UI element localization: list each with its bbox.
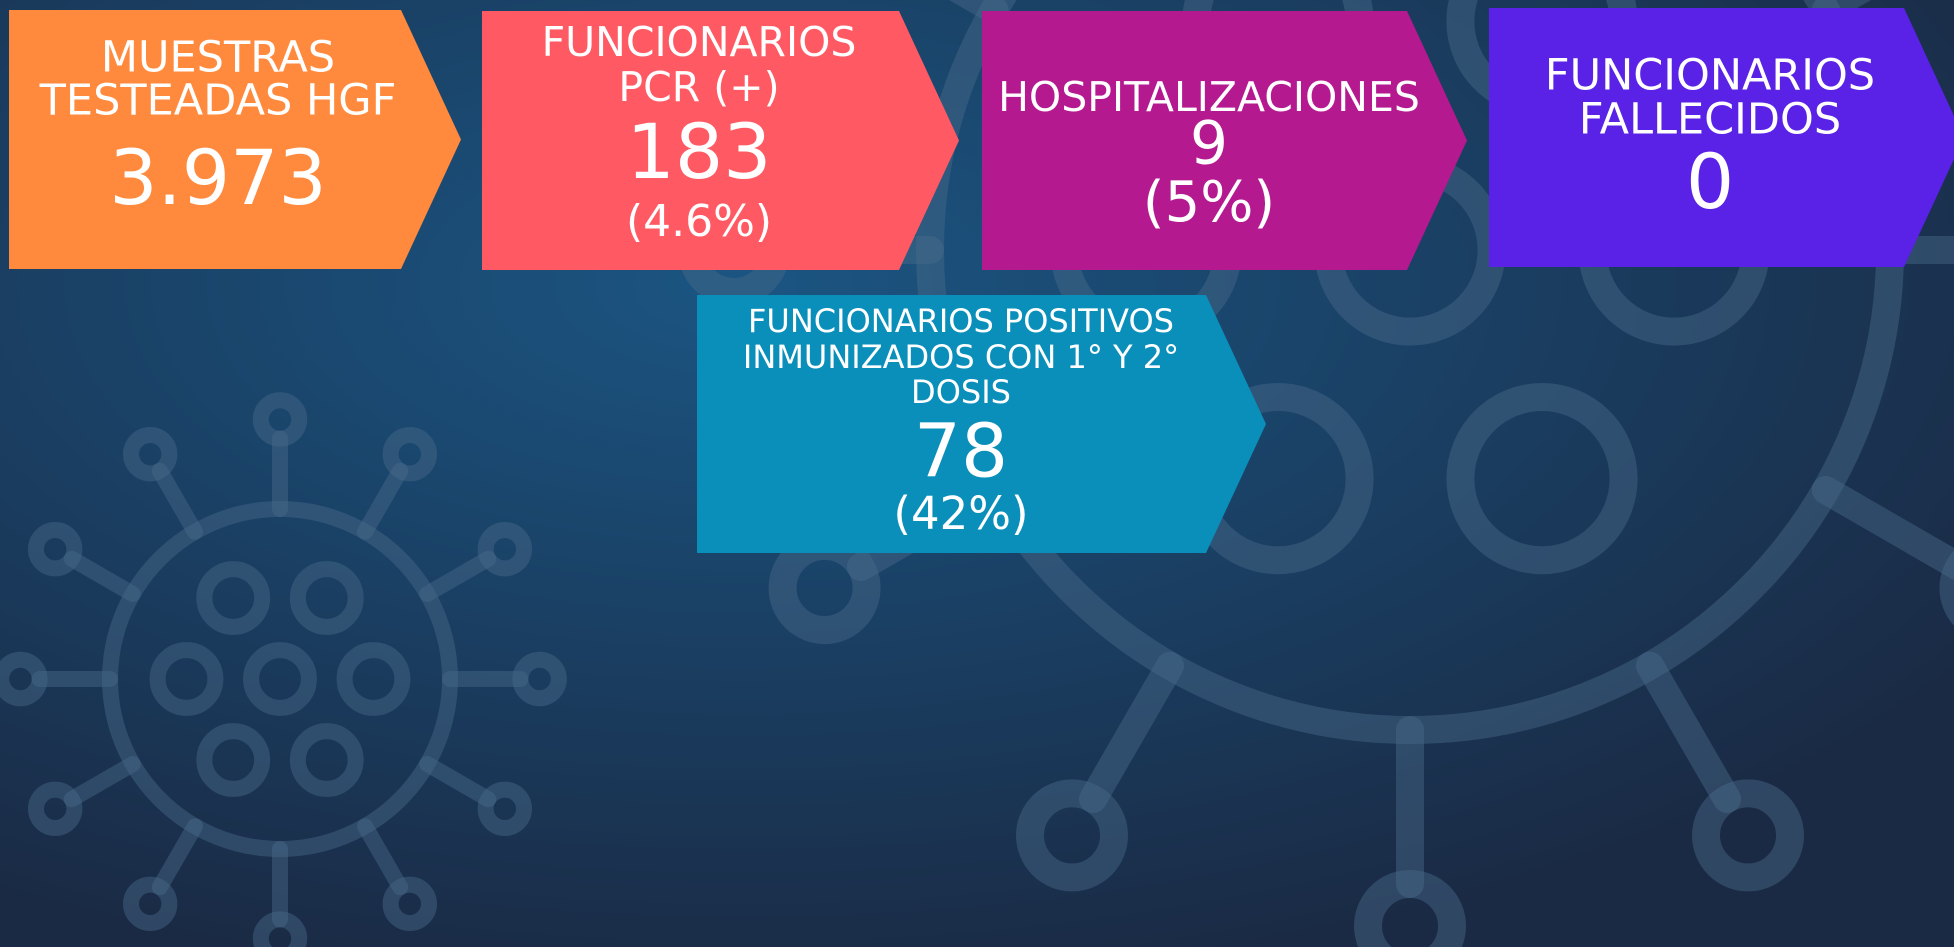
card-title: FUNCIONARIOS [1545,51,1875,101]
card-title: FUNCIONARIOS POSITIVOS [748,302,1174,340]
card-value: 78 [914,409,1008,495]
card-value: 3.973 [109,133,327,222]
card-percent: (4.6%) [626,196,772,247]
slide: MUESTRASTESTEADAS HGF3.973FUNCIONARIOSPC… [0,0,1954,947]
card-value: 9 [1190,109,1228,179]
card-title: DOSIS [911,373,1011,411]
card-value: 183 [626,107,771,196]
card-title: TESTEADAS HGF [39,76,397,126]
card-title: PCR (+) [618,63,779,111]
card-title: FUNCIONARIOS [542,18,857,66]
card-title: INMUNIZADOS CON 1° Y 2° [743,338,1179,376]
card-value: 0 [1686,137,1734,226]
card-percent: (5%) [1143,170,1276,235]
card-percent: (42%) [893,487,1028,540]
